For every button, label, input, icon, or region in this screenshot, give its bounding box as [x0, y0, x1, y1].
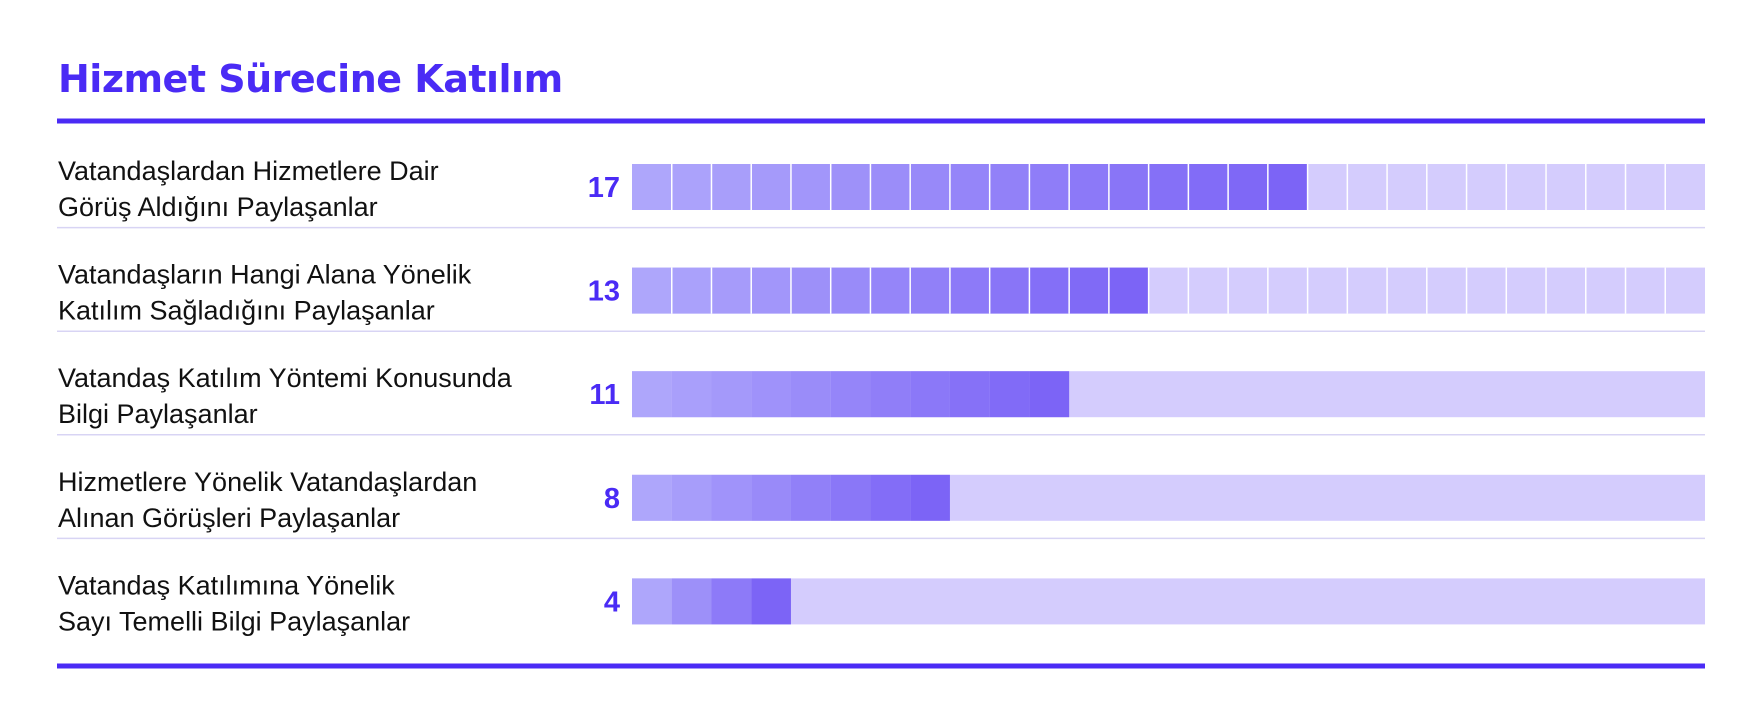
value-label: 8	[604, 483, 620, 515]
bar-cell	[711, 371, 752, 418]
bar-cell	[910, 371, 950, 418]
bar-cell	[1029, 267, 1070, 314]
bar-cell	[790, 474, 831, 521]
bar-cell	[870, 267, 911, 314]
bar-cell	[632, 474, 672, 521]
chart-rows: Vatandaşlardan Hizmetlere Dair Görüş Aldı…	[57, 156, 1705, 636]
bar-cell	[751, 474, 791, 521]
bar-cell	[830, 371, 871, 418]
bar-cell	[870, 371, 911, 418]
bar-cell	[949, 267, 990, 314]
bar-cell	[711, 578, 752, 625]
bar-cell	[1148, 164, 1189, 210]
bar-cell	[790, 371, 831, 418]
bar-cell	[632, 164, 672, 210]
bar-cell	[949, 164, 990, 210]
category-label: Alınan Görüşleri Paylaşanlar	[58, 503, 400, 533]
bar-cell	[671, 474, 712, 521]
value-label: 11	[589, 379, 620, 411]
bar-cell	[1069, 267, 1109, 314]
value-label: 17	[588, 172, 620, 204]
bar-cell	[632, 267, 672, 314]
bar-cell	[671, 164, 712, 210]
bar-cell	[830, 164, 871, 210]
bar-cell	[910, 164, 950, 210]
category-label: Vatandaş Katılım Yöntemi Konusunda	[58, 363, 513, 393]
bar-cell	[989, 267, 1030, 314]
bar-cell	[751, 371, 791, 418]
category-label: Vatandaşların Hangi Alana Yönelik	[58, 260, 472, 290]
bar-cell	[1228, 164, 1268, 210]
bar-cell	[711, 164, 752, 210]
category-label: Katılım Sağladığını Paylaşanlar	[58, 296, 435, 326]
bar-cell	[751, 578, 791, 625]
category-label: Sayı Temelli Bilgi Paylaşanlar	[58, 606, 410, 636]
bar-cell	[1188, 164, 1229, 210]
bar-cell	[910, 474, 950, 521]
bar-cell	[790, 267, 831, 314]
category-label: Görüş Aldığını Paylaşanlar	[58, 192, 378, 222]
value-label: 4	[604, 586, 620, 618]
bar-cell	[751, 164, 791, 210]
bar-cell	[989, 371, 1030, 418]
bar-cell	[1069, 164, 1109, 210]
bar-cell	[751, 267, 791, 314]
category-label: Vatandaşlardan Hizmetlere Dair	[58, 156, 439, 186]
bar-cell	[632, 371, 672, 418]
bar-cell	[671, 267, 712, 314]
bar-cell	[949, 371, 990, 418]
category-label: Hizmetlere Yönelik Vatandaşlardan	[58, 467, 477, 497]
bar-cell	[1029, 371, 1070, 418]
bar-cell	[1108, 267, 1149, 314]
chart-title: Hizmet Sürecine Katılım	[58, 57, 563, 101]
bar-cell	[910, 267, 950, 314]
category-label: Vatandaş Katılımına Yönelik	[58, 570, 395, 600]
bar-cell	[870, 164, 911, 210]
bar-cell	[671, 578, 712, 625]
bar-cell	[1108, 164, 1149, 210]
bar-cell	[830, 267, 871, 314]
bar-cell	[989, 164, 1030, 210]
bar-cell	[790, 164, 831, 210]
bar-track	[632, 578, 1705, 625]
bar-cell	[632, 578, 672, 625]
bar-cell	[711, 267, 752, 314]
bar-cell	[830, 474, 871, 521]
value-label: 13	[588, 276, 620, 308]
bar-cell	[1029, 164, 1070, 210]
bar-cell	[1267, 164, 1308, 210]
category-label: Bilgi Paylaşanlar	[58, 399, 258, 429]
bar-cell	[711, 474, 752, 521]
bar-cell	[870, 474, 911, 521]
bar-cell	[671, 371, 712, 418]
